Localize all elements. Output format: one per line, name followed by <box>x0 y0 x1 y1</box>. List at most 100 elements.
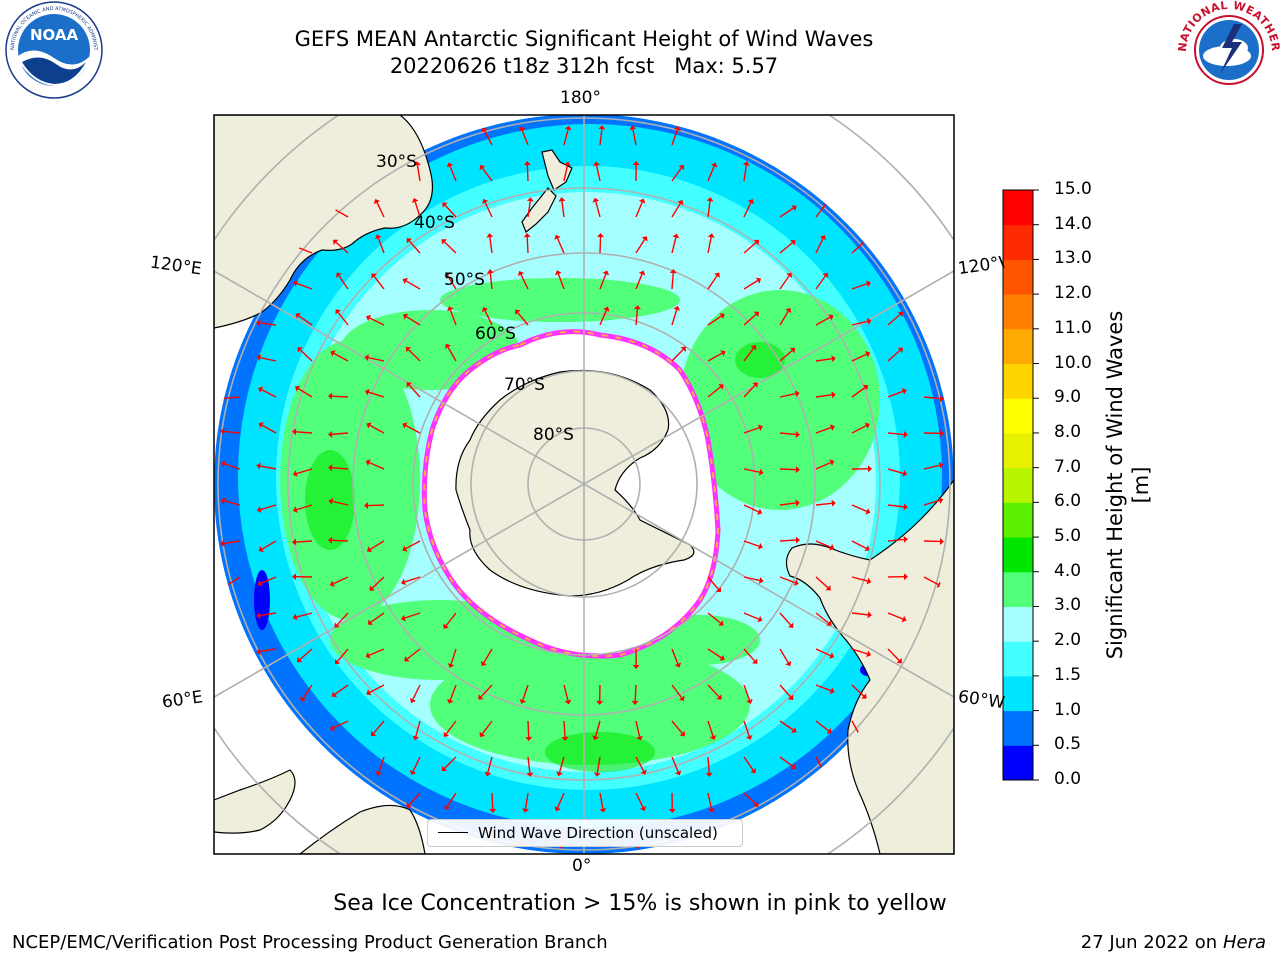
nws-logo: NATIONAL WEATHER SERVICE <box>1178 0 1280 97</box>
wind-wave-arrow-shaft <box>260 322 277 326</box>
wind-wave-arrow-head <box>517 271 525 277</box>
wind-wave-arrow-shaft <box>296 246 313 254</box>
wind-wave-arrow-head <box>256 506 262 513</box>
wind-wave-arrow-shaft <box>296 504 313 511</box>
wind-wave-arrow-shaft <box>815 502 832 506</box>
wind-wave-arrow-head <box>786 272 792 278</box>
wind-wave-arrow-head <box>716 694 722 700</box>
wind-wave-arrow-head <box>335 309 341 315</box>
wind-wave-arrow-head <box>405 346 412 353</box>
wind-wave-arrow-shaft <box>851 320 868 326</box>
wind-wave-arrow-head <box>746 698 753 704</box>
wind-wave-arrow-head <box>447 698 454 704</box>
noaa-logo: NOAA NATIONAL OCEANIC AND ATMOSPHERIC AD… <box>4 0 103 99</box>
wind-wave-arrow-shaft <box>368 648 385 656</box>
wind-wave-arrow-shaft <box>923 576 939 586</box>
wind-wave-arrow-shaft <box>520 274 529 290</box>
wind-wave-arrow-shaft <box>707 237 712 254</box>
wind-wave-arrow-shaft <box>707 720 714 737</box>
wind-wave-arrow-shaft <box>369 424 385 434</box>
wind-wave-arrow-head <box>221 460 226 468</box>
wind-wave-arrow-head <box>479 731 486 738</box>
wind-wave-arrow-shaft <box>743 313 757 326</box>
wind-wave-arrow-shaft <box>369 684 385 693</box>
wind-wave-arrow-shaft <box>557 273 565 290</box>
wind-wave-arrow-shaft <box>416 165 421 182</box>
africa-tip-land <box>299 804 426 854</box>
wind-wave-arrow-head <box>866 317 872 325</box>
wind-wave-arrow-shaft <box>296 468 313 475</box>
wind-wave-arrows <box>220 125 944 849</box>
wind-wave-arrow-head <box>518 126 526 132</box>
wind-wave-arrow-shaft <box>333 720 349 729</box>
wind-wave-arrow-head <box>602 270 610 276</box>
wind-wave-arrow-head <box>220 497 226 505</box>
wind-wave-arrow-shaft <box>743 280 758 290</box>
wind-wave-arrow-head <box>674 662 682 668</box>
wind-wave-arrow-head <box>674 126 681 132</box>
wind-wave-arrow-head <box>292 470 298 477</box>
wind-wave-arrow-shaft <box>408 792 421 806</box>
wind-wave-arrow-shaft <box>338 275 349 290</box>
wind-wave-arrow-head <box>400 578 406 586</box>
wind-wave-arrow-head <box>564 699 572 705</box>
wind-wave-arrow-head <box>757 542 763 550</box>
wind-wave-arrow-shaft <box>445 720 457 735</box>
wind-wave-arrow-head <box>593 772 601 777</box>
wind-wave-arrow-shaft <box>333 208 349 218</box>
wind-wave-arrow-head <box>371 273 377 279</box>
wind-wave-arrow-head <box>402 545 408 552</box>
wind-wave-arrow-shaft <box>671 167 682 182</box>
wind-wave-arrow-head <box>752 382 758 388</box>
wind-wave-arrow-head <box>793 579 799 586</box>
lat-label-80s: 80°S <box>533 425 574 445</box>
wind-wave-arrow-shaft <box>302 684 313 699</box>
wind-wave-arrow-shaft <box>443 241 457 254</box>
wind-wave-arrow-head <box>258 386 264 393</box>
wind-wave-arrow-shaft <box>707 684 720 698</box>
wind-wave-arrow-head <box>484 771 492 777</box>
wind-wave-arrow-head <box>866 650 872 658</box>
wind-wave-arrow-head <box>592 197 600 203</box>
wind-wave-arrow-head <box>258 546 264 553</box>
wind-wave-arrow-head <box>481 307 489 313</box>
wind-wave-arrow-shaft <box>527 201 531 218</box>
wind-wave-arrow-head <box>563 161 571 167</box>
wind-wave-arrow-head <box>677 199 684 206</box>
wind-wave-arrow-shaft <box>815 540 831 548</box>
wind-wave-arrow-shaft <box>261 389 277 398</box>
colorbar-segment <box>1003 398 1033 434</box>
wind-wave-arrow-head <box>375 771 383 776</box>
wind-wave-arrow-head <box>901 388 907 395</box>
wind-wave-arrow-head <box>719 313 725 320</box>
wind-wave-arrow-shaft <box>851 684 865 697</box>
wind-wave-arrow-head <box>867 465 872 473</box>
wind-wave-arrow-shaft <box>299 648 313 661</box>
wind-wave-arrow-shaft <box>446 275 457 290</box>
wind-wave-arrow-head <box>753 801 759 807</box>
wind-wave-arrow-shaft <box>296 282 313 290</box>
wind-wave-arrow-shaft <box>369 461 385 470</box>
wind-wave-arrow-shaft <box>887 432 904 436</box>
wind-wave-arrow-shaft <box>671 720 683 734</box>
wind-wave-arrow-shaft <box>336 612 349 626</box>
wind-wave-arrow-shaft <box>923 396 940 400</box>
wind-wave-arrow-head <box>788 622 794 628</box>
wind-wave-arrow-head <box>865 351 871 358</box>
wind-wave-arrow-head <box>674 770 682 776</box>
wind-wave-arrow-shaft <box>376 202 385 218</box>
wind-wave-arrow-shaft <box>599 273 607 290</box>
wind-wave-arrow-head <box>561 736 569 741</box>
wind-wave-arrow-shaft <box>527 720 530 738</box>
wind-wave-arrow-head <box>296 656 303 663</box>
colorbar <box>1002 189 1039 781</box>
wind-wave-arrow-shaft <box>671 309 678 326</box>
colorbar-segment <box>1003 328 1033 365</box>
wind-wave-arrow-shaft <box>481 167 493 182</box>
wind-wave-arrow-shaft <box>743 504 759 513</box>
wind-wave-arrow-head <box>515 309 521 315</box>
meridian-60w <box>583 483 954 698</box>
wind-wave-arrow-shaft <box>671 129 679 146</box>
wind-wave-arrow-head <box>523 233 531 238</box>
wind-wave-arrow-shaft <box>446 792 457 807</box>
